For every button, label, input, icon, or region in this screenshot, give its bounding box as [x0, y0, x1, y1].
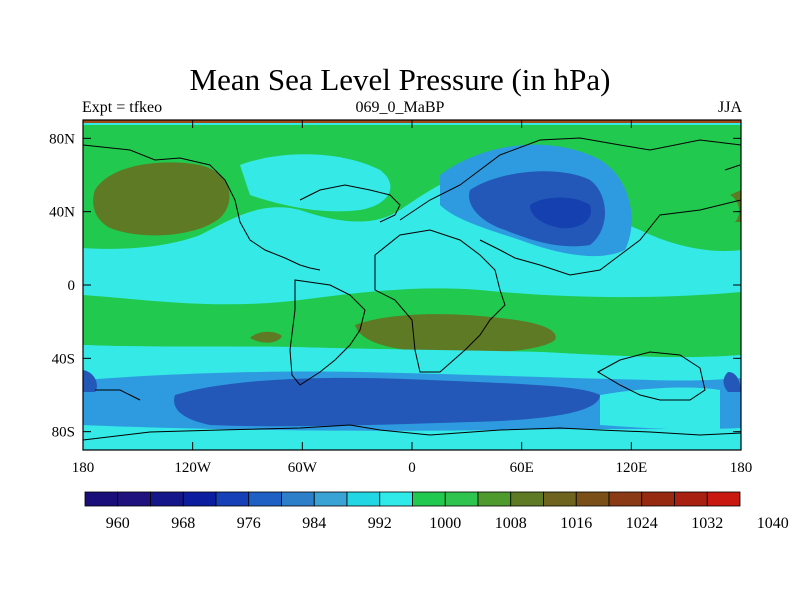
- colorbar: 960 968 976 984 992 1000 1008 1016 1024 1032 1040: [84, 491, 789, 532]
- field-darkblue-east-edge: [723, 372, 741, 392]
- colorbar-swatch: [313, 491, 348, 507]
- colorbar-swatch: [444, 491, 479, 507]
- field-olive-east-edge: [730, 190, 741, 222]
- field-cyan-atlantic: [240, 154, 391, 212]
- colorbar-swatch: [182, 491, 217, 507]
- coastlines: [83, 137, 741, 441]
- colorbar-swatch: [510, 491, 544, 507]
- colorbar-label: 968: [171, 515, 195, 532]
- field-olive-sh-small: [250, 331, 282, 343]
- colorbar-swatch: [248, 491, 282, 507]
- x-tick-label: 180: [730, 460, 753, 476]
- coast-kamchatka: [724, 164, 741, 171]
- colorbar-swatch: [346, 491, 381, 507]
- plot-title: Mean Sea Level Pressure (in hPa): [189, 62, 611, 97]
- colorbar-swatch: [641, 491, 675, 507]
- axis-ticks: 180 120W 60W 0 60E 120E 180 80N 40N 0 40S 80S: [49, 120, 752, 476]
- colorbar-swatch: [281, 491, 315, 507]
- y-tick-label: 40N: [49, 205, 75, 221]
- y-tick-label: 0: [68, 278, 76, 294]
- colorbar-swatch: [150, 491, 184, 507]
- field-olive-pacific-edge: [102, 178, 165, 220]
- colorbar-label: 960: [106, 515, 130, 532]
- field-cyan-south: [83, 345, 741, 377]
- experiment-label: Expt = tfkeo: [82, 99, 163, 116]
- field-cyan-se-pacific: [600, 387, 720, 430]
- colorbar-swatch: [674, 491, 708, 507]
- y-tick-label: 80N: [49, 131, 75, 147]
- colorbar-label: 1008: [495, 515, 527, 532]
- colorbar-label: 1040: [757, 515, 789, 532]
- coast-north-america: [83, 144, 321, 271]
- colorbar-swatch: [477, 491, 512, 507]
- colorbar-swatch: [706, 491, 741, 507]
- field-darkblue-west-edge: [83, 370, 97, 392]
- x-tick-label: 180: [72, 460, 95, 476]
- x-tick-label: 0: [408, 460, 416, 476]
- season-label: JJA: [717, 99, 742, 116]
- coast-africa: [374, 229, 506, 373]
- x-tick-label: 120E: [615, 460, 647, 476]
- colorbar-swatch: [543, 491, 577, 507]
- field-cyan-antarctic: [83, 425, 741, 450]
- y-tick-label: 80S: [52, 425, 75, 441]
- coast-island: [95, 389, 141, 401]
- colorbar-swatch: [117, 491, 151, 507]
- coast-antarctica: [83, 424, 741, 441]
- colorbar-label: 1000: [429, 515, 461, 532]
- coast-eurasia: [399, 137, 741, 276]
- field-cyan-africa: [355, 225, 480, 296]
- coast-australia: [596, 351, 706, 401]
- map-field: [83, 120, 741, 450]
- x-tick-label: 120W: [174, 460, 212, 476]
- colorbar-swatch: [215, 491, 250, 507]
- colorbar-label: 976: [237, 515, 261, 532]
- colorbar-swatch: [608, 491, 643, 507]
- x-tick-label: 60E: [510, 460, 534, 476]
- colorbar-swatch: [412, 491, 446, 507]
- y-tick-label: 40S: [52, 351, 75, 367]
- colorbar-label: 984: [302, 515, 326, 532]
- colorbar-swatch: [575, 491, 610, 507]
- colorbar-label: 1024: [626, 515, 658, 532]
- colorbar-label: 1016: [560, 515, 592, 532]
- field-core-asian-low: [530, 197, 591, 229]
- period-label: 069_0_MaBP: [355, 99, 445, 116]
- field-olive-sh-high: [355, 314, 556, 354]
- field-darkblue-southern-ocean: [174, 377, 600, 427]
- x-tick-label: 60W: [288, 460, 318, 476]
- coast-greenland: [299, 184, 401, 223]
- coast-south-america: [289, 279, 366, 386]
- colorbar-label: 1032: [691, 515, 723, 532]
- colorbar-label: 992: [368, 515, 392, 532]
- colorbar-swatch: [84, 491, 119, 507]
- colorbar-swatch: [379, 491, 413, 507]
